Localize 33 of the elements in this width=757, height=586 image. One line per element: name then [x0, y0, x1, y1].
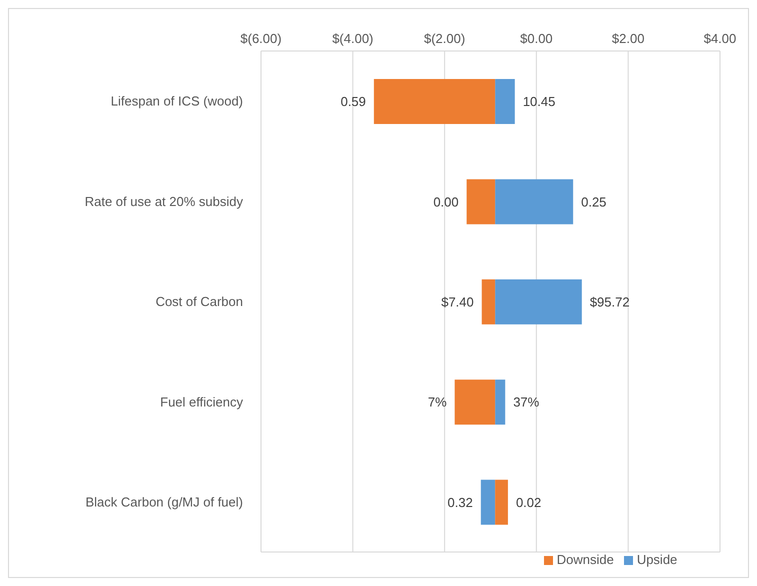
- y-tick-label: Black Carbon (g/MJ of fuel): [85, 494, 243, 510]
- x-tick-label: $2.00: [612, 31, 644, 46]
- y-tick-label: Cost of Carbon: [156, 294, 243, 310]
- annotation: $7.40: [441, 294, 474, 310]
- bar: [495, 380, 506, 425]
- annotation: 10.45: [522, 94, 556, 110]
- bar: [454, 380, 496, 425]
- x-tick-label: $4.00: [704, 31, 736, 46]
- bar: [482, 279, 496, 324]
- annotation: 0.32: [448, 494, 473, 510]
- annotation: 37%: [513, 394, 540, 410]
- y-tick-label: Lifespan of ICS (wood): [110, 94, 243, 109]
- annotation: 0.02: [516, 494, 542, 510]
- y-tick-label: Fuel efficiency: [160, 394, 244, 410]
- bar: [374, 79, 496, 124]
- bar: [495, 79, 515, 124]
- x-tick-label: $(6.00): [240, 31, 282, 46]
- annotation: 0.00: [433, 194, 459, 210]
- y-tick-label: Rate of use at 20% subsidy: [84, 194, 244, 209]
- legend-label: Downside: [556, 552, 614, 567]
- x-tick-label: $(2.00): [424, 31, 466, 46]
- bar: [480, 480, 496, 525]
- annotation: 7%: [428, 394, 448, 410]
- bar: [495, 179, 574, 224]
- x-tick-label: $0.00: [520, 31, 553, 46]
- bar: [466, 179, 496, 224]
- annotation: 0.25: [581, 194, 606, 210]
- x-tick-label: $(4.00): [332, 31, 374, 46]
- bar: [495, 279, 582, 324]
- annotation: $95.72: [590, 294, 630, 310]
- bar: [495, 480, 508, 525]
- annotation: 0.59: [340, 94, 366, 110]
- legend-label: Upside: [636, 552, 678, 567]
